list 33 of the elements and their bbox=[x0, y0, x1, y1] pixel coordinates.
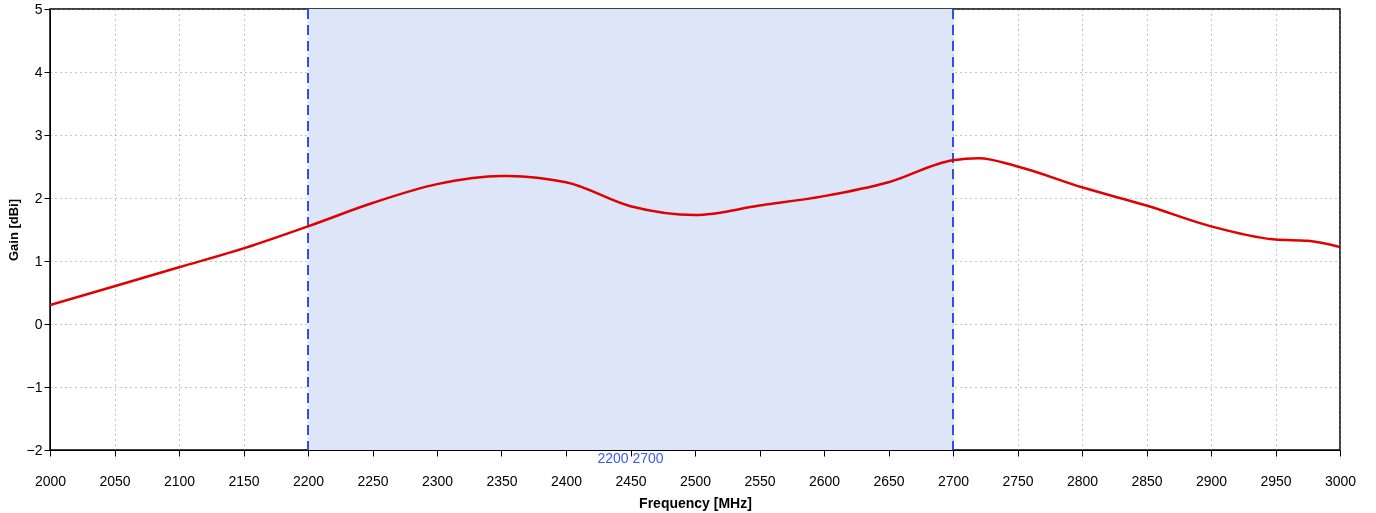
y-tick-label: 3 bbox=[34, 126, 43, 143]
y-tick-label: 1 bbox=[34, 252, 43, 269]
x-tick-label: 2500 bbox=[679, 472, 712, 489]
y-tick-label: −2 bbox=[26, 441, 43, 458]
x-tick-label: 2950 bbox=[1260, 472, 1292, 489]
x-tick-label: 2900 bbox=[1195, 472, 1228, 489]
x-tick-label: 2650 bbox=[873, 472, 905, 489]
x-tick-label: 2450 bbox=[615, 472, 647, 489]
x-axis-title: Frequency [MHz] bbox=[639, 494, 752, 511]
x-tick-label: 2750 bbox=[1002, 472, 1034, 489]
y-tick-label: 4 bbox=[34, 63, 43, 80]
x-tick-label: 2150 bbox=[228, 472, 260, 489]
y-tick-label: 0 bbox=[34, 315, 43, 332]
y-tick-label: 5 bbox=[34, 0, 43, 17]
x-tick-label: 2700 bbox=[937, 472, 970, 489]
band-label: 2200 2700 bbox=[597, 450, 664, 466]
x-tick-label: 2800 bbox=[1066, 472, 1099, 489]
x-tick-label: 3000 bbox=[1324, 472, 1357, 489]
line-series bbox=[50, 157, 1340, 307]
x-tick-label: 2050 bbox=[99, 472, 131, 489]
x-tick-label: 2200 bbox=[292, 472, 325, 489]
y-tick-label: 2 bbox=[34, 189, 43, 206]
x-tick-label: 2600 bbox=[808, 472, 841, 489]
y-tick-label: −1 bbox=[26, 378, 43, 395]
x-tick-label: 2550 bbox=[744, 472, 776, 489]
x-tick-label: 2350 bbox=[486, 472, 518, 489]
x-tick-label: 2100 bbox=[163, 472, 196, 489]
y-axis-title: Gain [dBi] bbox=[5, 198, 21, 262]
x-tick-label: 2300 bbox=[421, 472, 454, 489]
x-tick-label: 2250 bbox=[357, 472, 389, 489]
x-tick-label: 2400 bbox=[550, 472, 583, 489]
x-tick-label: 2850 bbox=[1131, 472, 1163, 489]
x-tick-label: 2000 bbox=[34, 472, 67, 489]
